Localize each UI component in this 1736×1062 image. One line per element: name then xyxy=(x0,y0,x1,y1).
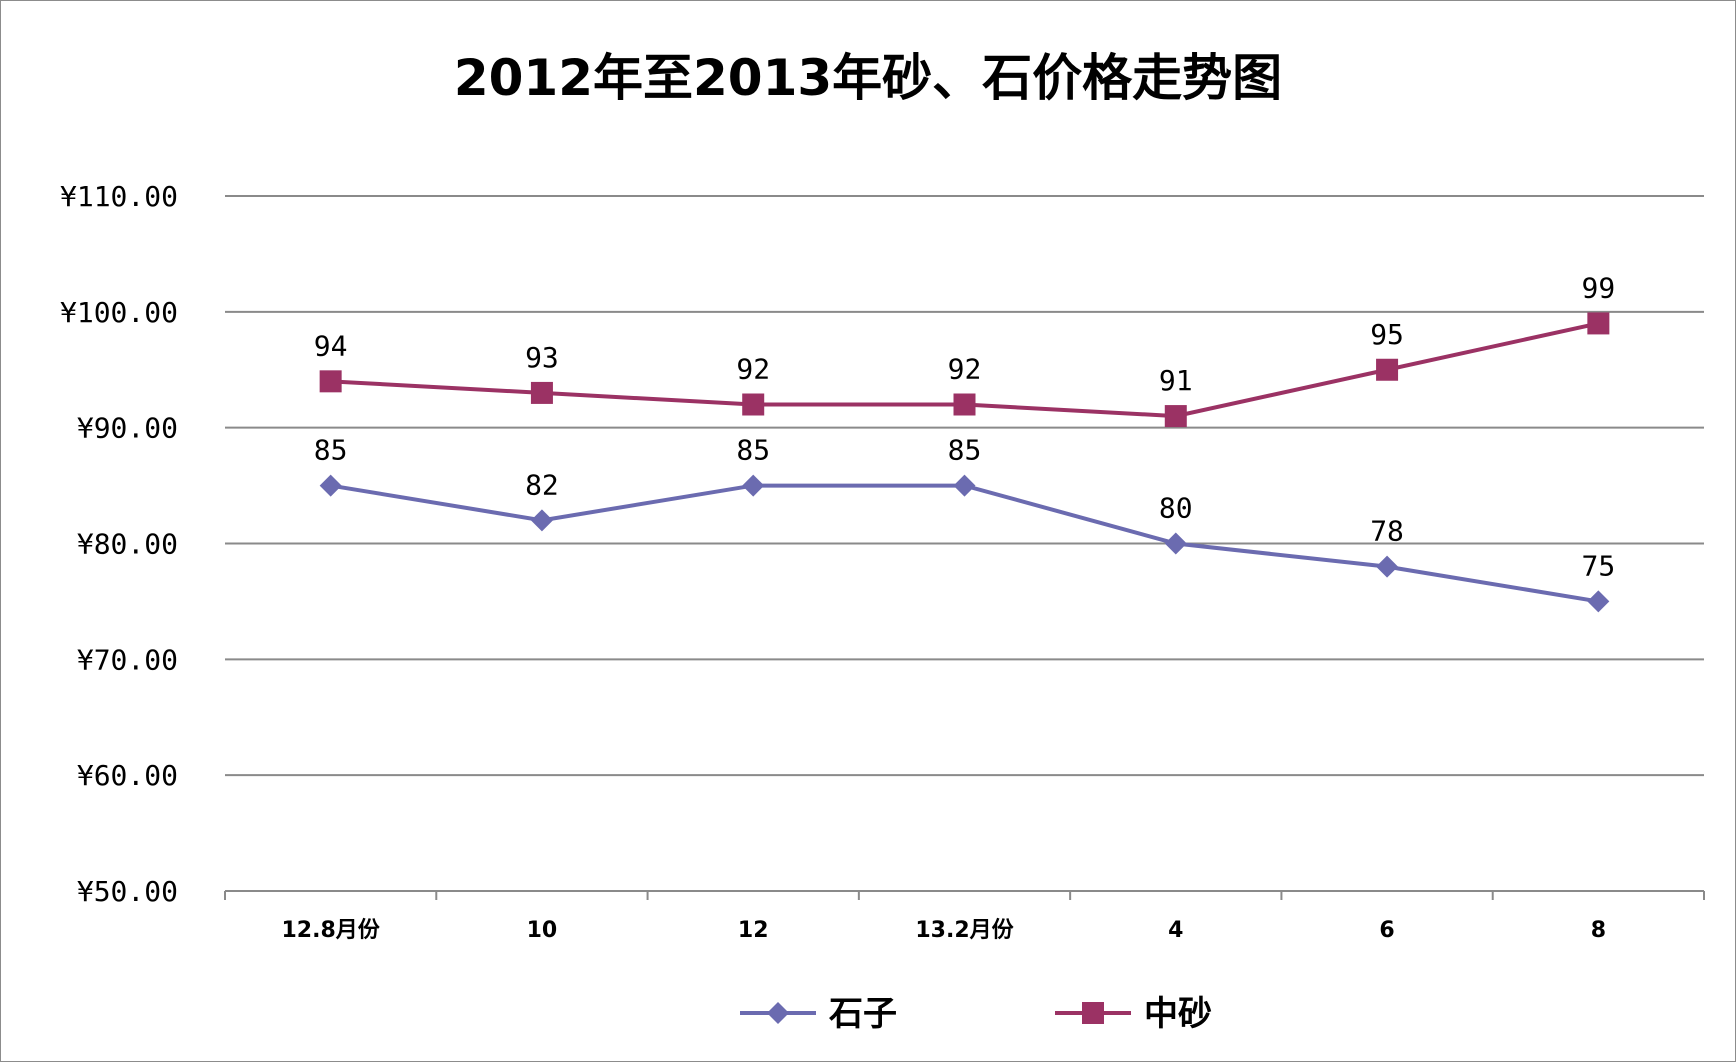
x-tick-label: 12.8月份 xyxy=(282,918,381,943)
data-point xyxy=(742,393,765,416)
x-tick-label: 6 xyxy=(1379,918,1394,943)
y-axis-ticks: ¥50.00 ¥60.00 ¥70.00 ¥80.00 ¥90.00 ¥100.00 ¥11… xyxy=(60,180,178,908)
y-tick-label: ¥80.00 xyxy=(77,528,178,561)
data-point xyxy=(319,370,342,393)
data-label: 85 xyxy=(314,434,348,467)
legend: 石子 中砂 xyxy=(740,994,1212,1034)
legend-marker xyxy=(1082,1002,1104,1024)
data-label: 95 xyxy=(1370,318,1404,351)
legend-item: 石子 xyxy=(740,994,897,1034)
data-label: 92 xyxy=(736,353,770,386)
x-tick-label: 12 xyxy=(738,918,769,943)
data-point xyxy=(1376,555,1399,578)
data-point xyxy=(953,393,976,416)
legend-item: 中砂 xyxy=(1055,994,1212,1034)
data-point xyxy=(1376,358,1399,381)
data-label: 92 xyxy=(948,353,982,386)
chart-title: 2012年至2013年砂、石价格走势图 xyxy=(454,49,1282,107)
y-tick-label: ¥110.00 xyxy=(60,180,178,213)
y-tick-label: ¥90.00 xyxy=(77,412,178,445)
legend-label: 石子 xyxy=(828,994,897,1034)
grid-lines xyxy=(225,195,1704,777)
data-point xyxy=(319,474,342,497)
data-label: 91 xyxy=(1159,364,1193,397)
x-tick-label: 13.2月份 xyxy=(915,918,1014,943)
data-point xyxy=(742,474,765,497)
series-layer: 85 82 85 85 80 78 75 94 93 92 92 91 95 99 xyxy=(314,271,1615,613)
x-tick-label: 8 xyxy=(1591,918,1606,943)
y-tick-label: ¥50.00 xyxy=(77,875,178,908)
data-label: 78 xyxy=(1370,515,1404,548)
data-point xyxy=(530,509,553,532)
data-label: 85 xyxy=(736,434,770,467)
x-tick-label: 10 xyxy=(527,918,558,943)
data-label: 99 xyxy=(1581,271,1615,304)
y-tick-label: ¥100.00 xyxy=(60,296,178,329)
x-axis: 12.8月份 10 12 13.2月份 4 6 8 xyxy=(224,890,1705,943)
data-point xyxy=(530,381,553,404)
legend-label: 中砂 xyxy=(1144,994,1212,1034)
series-1: 85 82 85 85 80 78 75 xyxy=(314,434,1615,613)
y-tick-label: ¥70.00 xyxy=(77,643,178,676)
data-label: 93 xyxy=(525,341,559,374)
data-label: 94 xyxy=(314,329,348,362)
data-point xyxy=(953,474,976,497)
y-tick-label: ¥60.00 xyxy=(77,759,178,792)
legend-marker xyxy=(767,1002,789,1024)
data-point xyxy=(1164,405,1187,428)
data-label: 85 xyxy=(948,434,982,467)
data-point xyxy=(1587,590,1610,613)
series-2: 94 93 92 92 91 95 99 xyxy=(314,271,1615,428)
data-label: 75 xyxy=(1581,549,1615,582)
x-tick-label: 4 xyxy=(1168,918,1183,943)
data-label: 80 xyxy=(1159,492,1193,525)
data-label: 82 xyxy=(525,468,559,501)
data-point xyxy=(1164,532,1187,555)
data-point xyxy=(1587,312,1610,335)
